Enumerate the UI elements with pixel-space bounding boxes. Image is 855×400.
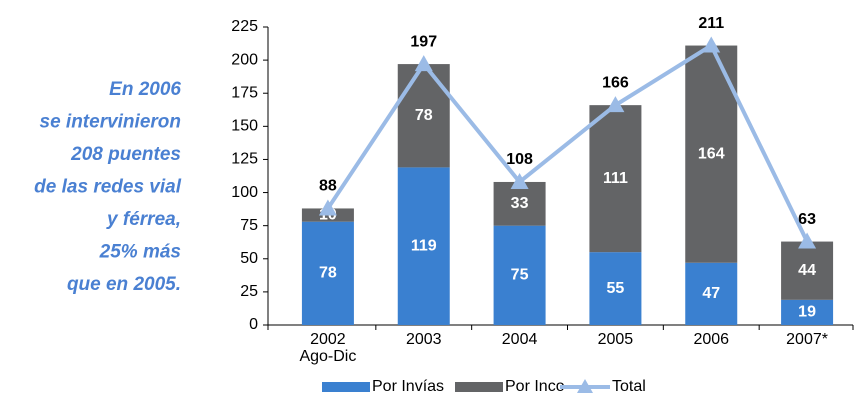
bar-label: 33 <box>511 195 529 212</box>
y-tick-label: 50 <box>240 250 258 267</box>
bar-segment <box>685 262 738 325</box>
line-marker <box>318 199 337 216</box>
annotation-line: que en 2005. <box>67 274 181 295</box>
x-tick-label: 2004 <box>502 331 538 348</box>
x-tick-label: 2005 <box>598 331 634 348</box>
annotation-line: se intervinieron <box>40 112 182 133</box>
bar-segment <box>397 167 450 325</box>
y-tick-label: 0 <box>249 316 258 333</box>
bar-segment <box>589 105 642 253</box>
y-tick-label: 150 <box>231 118 258 135</box>
legend-swatch <box>455 382 503 392</box>
bar-segment <box>781 299 834 325</box>
bar-label: 164 <box>698 145 725 162</box>
line-marker <box>702 36 721 53</box>
bar-segment <box>301 221 354 325</box>
x-tick-label: 2003 <box>406 331 442 348</box>
x-tick-label: 2002 Ago-Dic <box>299 331 356 365</box>
line-marker <box>798 232 817 249</box>
total-label: 211 <box>698 15 724 32</box>
annotation-line: y férrea, <box>106 209 181 230</box>
bar-segment <box>493 181 546 226</box>
x-tick-label: 2007* <box>786 331 828 348</box>
total-label: 108 <box>506 151 533 168</box>
legend-label: Por Inco <box>505 378 565 395</box>
y-tick-label: 175 <box>231 84 258 101</box>
line-marker <box>606 96 625 113</box>
total-label: 88 <box>319 178 337 195</box>
total-label: 166 <box>602 74 629 91</box>
bar-label: 19 <box>798 304 816 321</box>
total-label: 197 <box>410 33 437 50</box>
legend-swatch <box>322 382 370 392</box>
bar-segment <box>781 241 834 300</box>
bar-label: 75 <box>511 267 529 284</box>
bar-segment <box>589 252 642 325</box>
bar-label: 78 <box>415 107 433 124</box>
x-tick-label: 2006 <box>693 331 729 348</box>
total-label: 63 <box>798 211 816 228</box>
annotation-line: de las redes vial <box>34 177 182 198</box>
annotation-line: 208 puentes <box>70 144 181 165</box>
y-tick-label: 125 <box>231 151 258 168</box>
bar-segment <box>493 225 546 325</box>
annotation-line: 25% más <box>99 242 181 263</box>
legend-label: Por Invías <box>372 378 444 395</box>
line-marker <box>414 55 433 72</box>
y-tick-label: 75 <box>240 217 258 234</box>
y-tick-label: 100 <box>231 184 258 201</box>
annotation: En 2006 se intervinieron 208 puentes de las… <box>34 79 182 295</box>
legend-label: Total <box>612 378 646 395</box>
bar-label: 119 <box>411 237 437 254</box>
line-marker <box>510 172 529 189</box>
bar-segment <box>397 64 450 168</box>
line <box>326 42 809 243</box>
bar-label: 55 <box>607 280 625 297</box>
bar-label: 47 <box>702 285 720 302</box>
y-tick-label: 225 <box>231 18 258 35</box>
y-tick-label: 200 <box>231 51 258 68</box>
y-tick-label: 25 <box>240 283 258 300</box>
legend-swatch <box>577 379 593 393</box>
bar-label: 78 <box>319 265 337 282</box>
annotation-line: En 2006 <box>109 79 181 100</box>
bar-label: 44 <box>798 262 816 279</box>
bar-label: 111 <box>603 170 628 187</box>
